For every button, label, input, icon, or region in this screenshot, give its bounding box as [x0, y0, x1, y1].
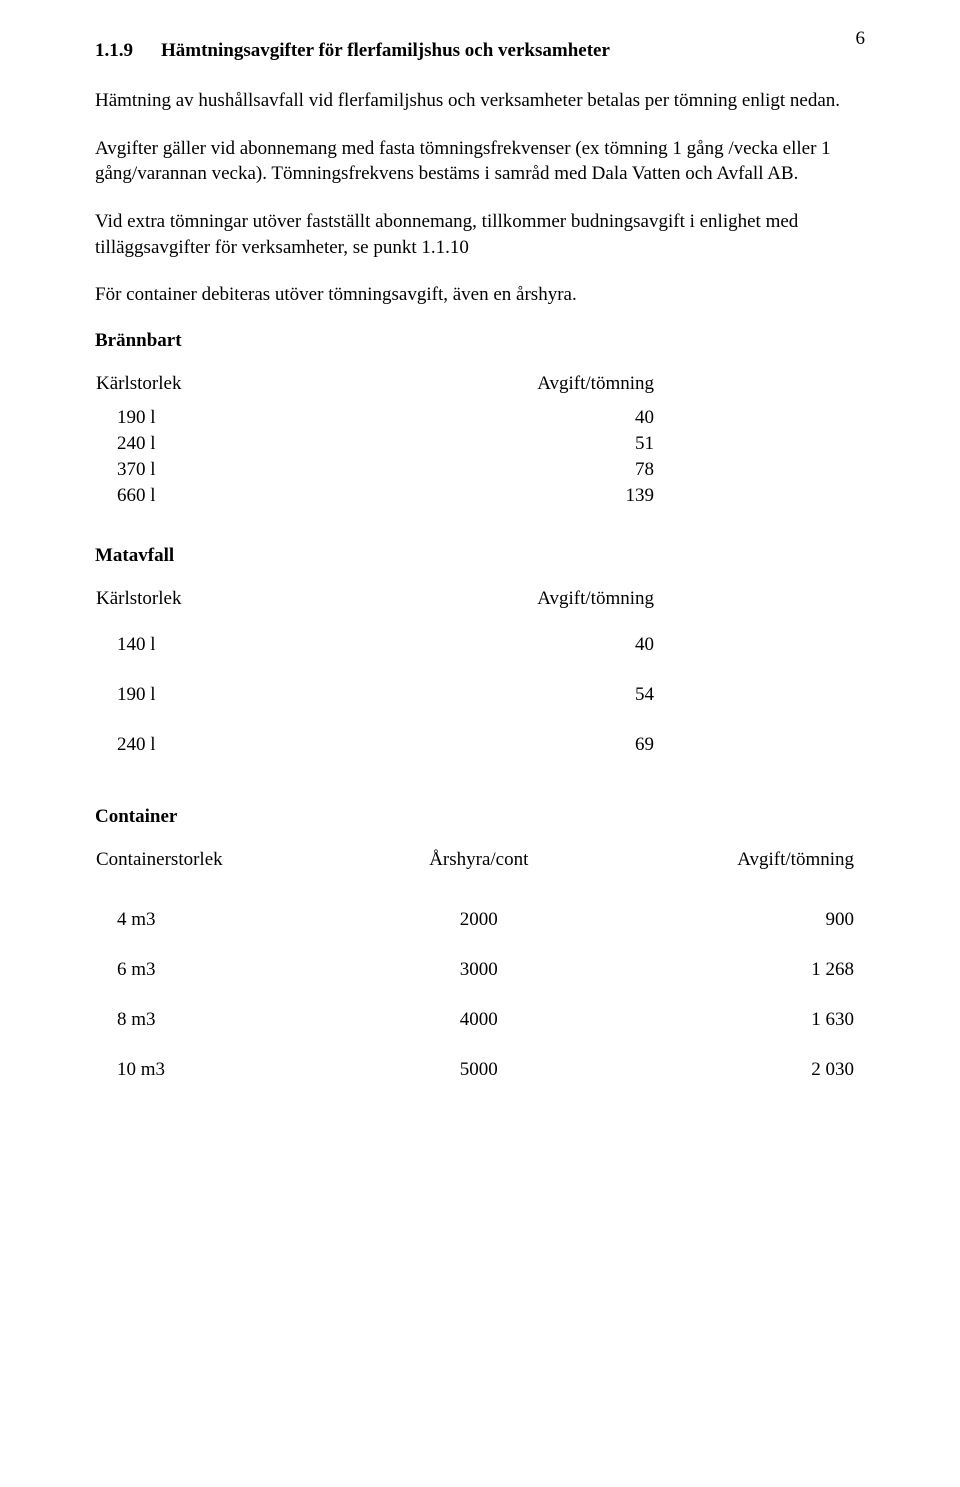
brannbart-size-3: 660 l — [95, 483, 332, 509]
container-rent-1: 3000 — [353, 945, 604, 995]
table-row: 140 l 40 — [95, 620, 655, 670]
brannbart-size-2: 370 l — [95, 457, 332, 483]
container-size-0: 4 m3 — [95, 895, 353, 945]
container-fee-3: 2 030 — [604, 1045, 855, 1095]
brannbart-col2-header: Avgift/tömning — [332, 372, 655, 405]
table-row: 6 m3 3000 1 268 — [95, 945, 855, 995]
container-fee-0: 900 — [604, 895, 855, 945]
table-row: 370 l 78 — [95, 457, 655, 483]
container-fee-2: 1 630 — [604, 995, 855, 1045]
container-rent-2: 4000 — [353, 995, 604, 1045]
table-row: 190 l 40 — [95, 405, 655, 431]
section-title: Hämtningsavgifter för flerfamiljshus och… — [161, 40, 610, 62]
brannbart-fee-0: 40 — [332, 405, 655, 431]
container-rent-0: 2000 — [353, 895, 604, 945]
table-row: 240 l 69 — [95, 720, 655, 770]
container-col2-header: Årshyra/cont — [353, 848, 604, 895]
container-heading: Container — [95, 806, 865, 828]
brannbart-fee-3: 139 — [332, 483, 655, 509]
matavfall-fee-2: 69 — [332, 720, 655, 770]
paragraph-4: För container debiteras utöver tömningsa… — [95, 282, 865, 308]
container-size-3: 10 m3 — [95, 1045, 353, 1095]
matavfall-size-2: 240 l — [95, 720, 332, 770]
container-table: Containerstorlek Årshyra/cont Avgift/töm… — [95, 848, 855, 1095]
container-fee-1: 1 268 — [604, 945, 855, 995]
document-page: 6 1.1.9 Hämtningsavgifter för flerfamilj… — [0, 0, 960, 1487]
container-rent-3: 5000 — [353, 1045, 604, 1095]
matavfall-fee-1: 54 — [332, 670, 655, 720]
matavfall-size-0: 140 l — [95, 620, 332, 670]
table-row: 8 m3 4000 1 630 — [95, 995, 855, 1045]
page-number: 6 — [856, 28, 866, 50]
table-row: 190 l 54 — [95, 670, 655, 720]
table-row: 4 m3 2000 900 — [95, 895, 855, 945]
brannbart-size-1: 240 l — [95, 431, 332, 457]
matavfall-size-1: 190 l — [95, 670, 332, 720]
paragraph-1: Hämtning av hushållsavfall vid flerfamil… — [95, 88, 865, 114]
matavfall-col1-header: Kärlstorlek — [95, 587, 332, 620]
container-col1-header: Containerstorlek — [95, 848, 353, 895]
brannbart-fee-2: 78 — [332, 457, 655, 483]
brannbart-col1-header: Kärlstorlek — [95, 372, 332, 405]
matavfall-fee-0: 40 — [332, 620, 655, 670]
section-number: 1.1.9 — [95, 40, 133, 62]
paragraph-2: Avgifter gäller vid abonnemang med fasta… — [95, 136, 865, 187]
section-heading: 1.1.9 Hämtningsavgifter för flerfamiljsh… — [95, 40, 865, 62]
container-size-2: 8 m3 — [95, 995, 353, 1045]
brannbart-size-0: 190 l — [95, 405, 332, 431]
matavfall-heading: Matavfall — [95, 545, 865, 567]
container-col3-header: Avgift/tömning — [604, 848, 855, 895]
container-size-1: 6 m3 — [95, 945, 353, 995]
table-row: 240 l 51 — [95, 431, 655, 457]
matavfall-col2-header: Avgift/tömning — [332, 587, 655, 620]
brannbart-table: Kärlstorlek Avgift/tömning 190 l 40 240 … — [95, 372, 655, 509]
table-row: 10 m3 5000 2 030 — [95, 1045, 855, 1095]
table-row: 660 l 139 — [95, 483, 655, 509]
brannbart-fee-1: 51 — [332, 431, 655, 457]
paragraph-3: Vid extra tömningar utöver fastställt ab… — [95, 209, 865, 260]
matavfall-table: Kärlstorlek Avgift/tömning 140 l 40 190 … — [95, 587, 655, 770]
brannbart-heading: Brännbart — [95, 330, 865, 352]
